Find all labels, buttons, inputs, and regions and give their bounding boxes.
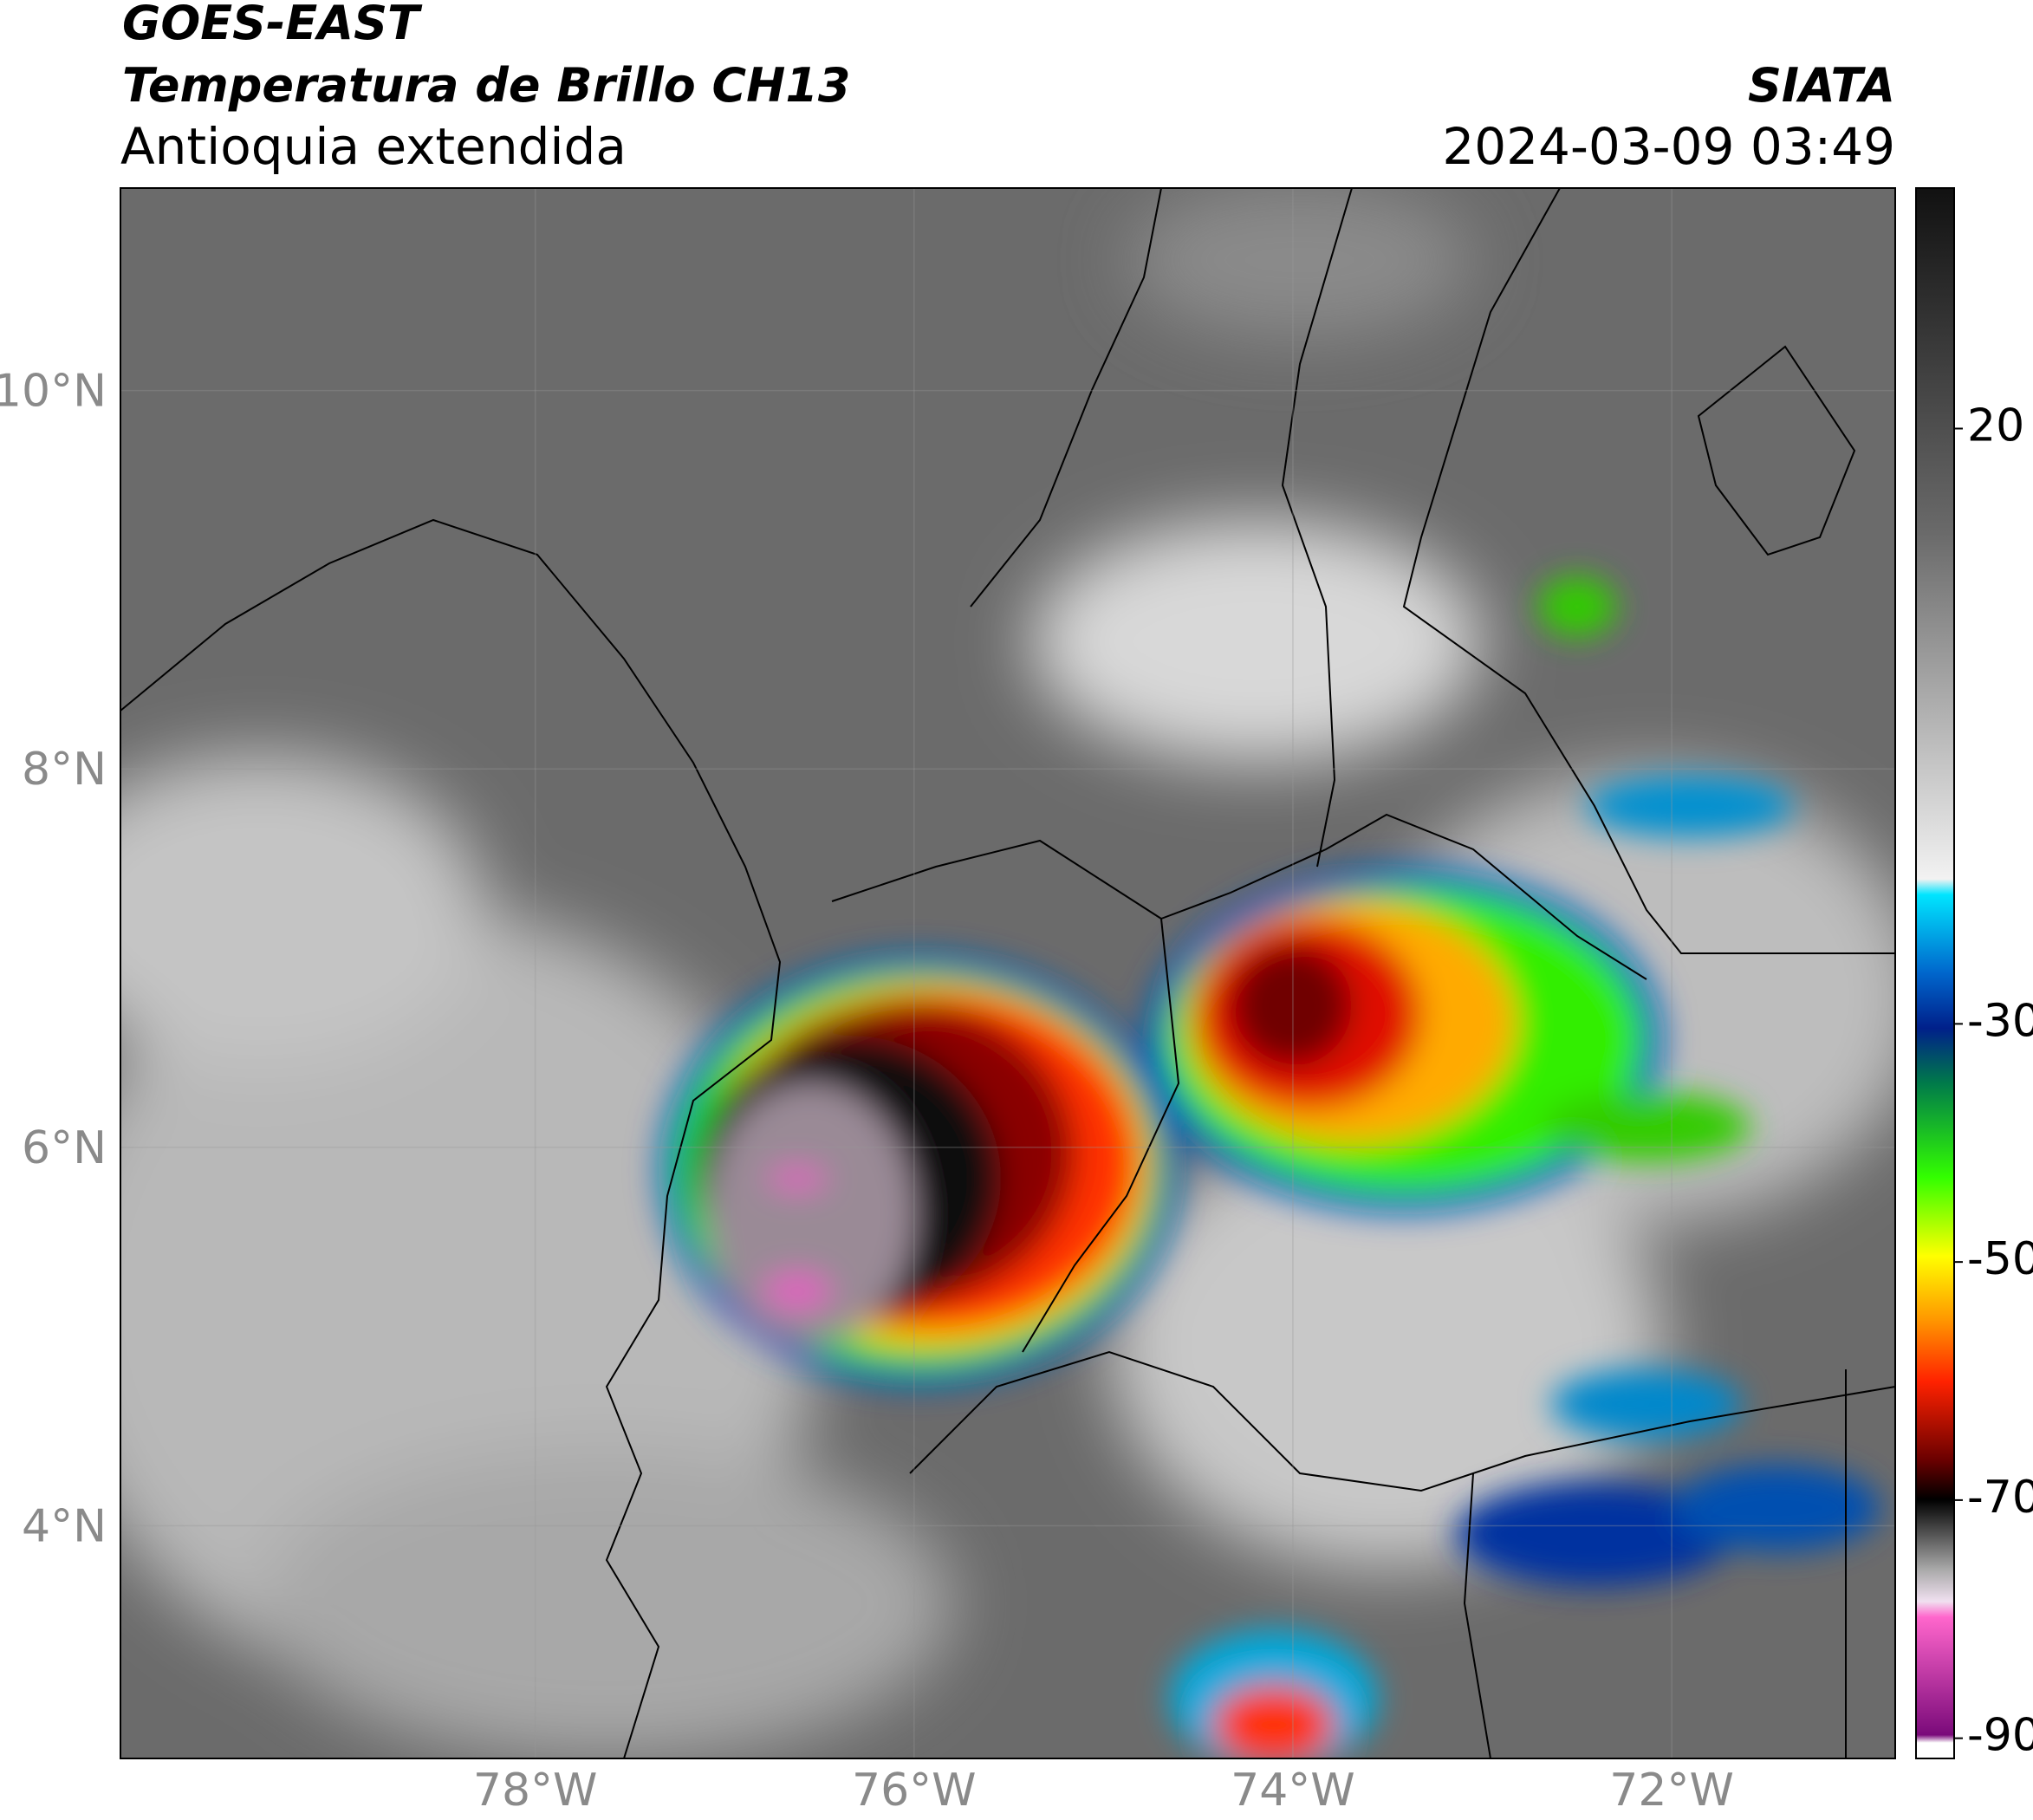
colorbar <box>1915 187 1955 1759</box>
product: Temperatura de Brillo CH13 <box>122 58 851 113</box>
colorbar-tick-label: -70 <box>1967 1472 2033 1524</box>
satellite: GOES-EAST <box>122 0 423 50</box>
colorbar-tick-label: 20 <box>1967 400 2024 452</box>
lon-tick-label: 72°W <box>1609 1765 1734 1817</box>
satellite-image <box>120 188 1895 1758</box>
lon-tick-label: 78°W <box>473 1765 598 1817</box>
lon-tick-label: 76°W <box>852 1765 977 1817</box>
lat-tick-label: 6°N <box>22 1122 107 1174</box>
datetime: 2024-03-09 03:49 <box>1442 117 1895 176</box>
map-frame <box>120 187 1896 1759</box>
graticule <box>120 188 1895 1758</box>
colorbar-tick-label: -50 <box>1967 1233 2033 1285</box>
colorbar-tick-label: -90 <box>1967 1710 2033 1762</box>
lat-tick-label: 4°N <box>22 1500 107 1552</box>
source: SIATA <box>1748 58 1895 113</box>
borders <box>120 188 1895 1758</box>
lon-tick-label: 74°W <box>1231 1765 1355 1817</box>
lat-tick-label: 10°N <box>0 366 107 418</box>
region: Antioquia extendida <box>120 117 627 176</box>
colorbar-tick-label: -30 <box>1967 995 2033 1047</box>
lat-tick-label: 8°N <box>22 744 107 796</box>
